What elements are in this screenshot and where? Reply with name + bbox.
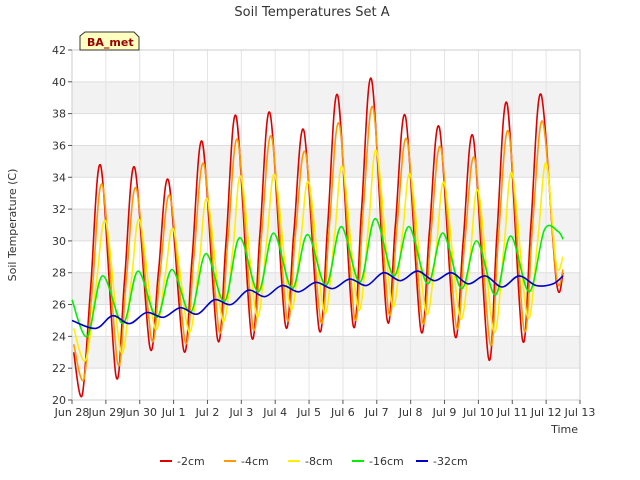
y-tick-label: 42	[52, 44, 66, 57]
legend-label: -2cm	[177, 455, 205, 468]
plot-band	[72, 209, 580, 241]
series-line-32cmcm	[71, 270, 564, 330]
y-tick-label: 34	[52, 171, 66, 184]
x-tick-label: Jul 6	[330, 406, 355, 419]
series-line-16cmcm	[71, 217, 564, 338]
x-tick-label: Jun 29	[88, 406, 124, 419]
legend: -2cm -4cm -8cm -16cm -32cm	[160, 455, 468, 468]
x-tick-label: Jul 10	[462, 406, 494, 419]
y-tick-label: 28	[52, 267, 66, 280]
x-tick-label: Jul 9	[432, 406, 457, 419]
x-tick-label: Jul 7	[364, 406, 389, 419]
x-tick-label: Jul 4	[262, 406, 287, 419]
x-axis-ticks: Jun 28 Jun 29 Jun 30 Jul 1 Jul 2 Jul 3 Jul 4 Ju…	[54, 400, 596, 419]
legend-label: -4cm	[241, 455, 269, 468]
chart-title: Soil Temperatures Set A	[234, 5, 389, 20]
plot-area-frame	[71, 49, 581, 401]
y-axis-ticks: 20 22 24 26 28 30 32 34 36 38 40 42	[52, 44, 72, 407]
x-tick-label: Jul 12	[530, 406, 562, 419]
plot-background-bands	[72, 50, 580, 400]
legend-label: -16cm	[369, 455, 404, 468]
plot-band	[72, 145, 580, 178]
legend-label: -32cm	[433, 455, 468, 468]
plot-band	[72, 368, 580, 400]
plot-band	[72, 113, 580, 146]
y-tick-label: 20	[52, 394, 66, 407]
series-line-4cmcm	[72, 105, 564, 382]
x-tick-label: Jul 5	[296, 406, 321, 419]
y-tick-label: 32	[52, 203, 66, 216]
y-tick-label: 24	[52, 330, 66, 343]
site-badge: BA_met	[79, 31, 140, 51]
legend-label: -8cm	[305, 455, 333, 468]
x-axis-label: Time	[550, 423, 578, 436]
x-tick-label: Jul 13	[564, 406, 596, 419]
y-axis-label: Soil Temperature (C)	[6, 169, 19, 282]
y-tick-label: 38	[52, 108, 66, 121]
x-tick-label: Jun 28	[54, 406, 90, 419]
y-tick-label: 30	[52, 235, 66, 248]
site-badge-shape	[79, 31, 140, 51]
x-tick-label: Jul 8	[398, 406, 423, 419]
series-lines	[71, 77, 564, 398]
plot-band	[72, 336, 580, 369]
y-tick-label: 40	[52, 76, 66, 89]
series-line-8cmcm	[72, 149, 564, 362]
plot-band	[72, 177, 580, 210]
x-tick-label: Jun 30	[121, 406, 157, 419]
x-tick-label: Jul 11	[496, 406, 528, 419]
site-badge-label: BA_met	[87, 36, 134, 49]
x-tick-label: Jul 3	[228, 406, 253, 419]
y-tick-label: 36	[52, 139, 66, 152]
y-tick-label: 22	[52, 362, 66, 375]
y-tick-label: 26	[52, 299, 66, 312]
x-tick-label: Jul 1	[161, 406, 186, 419]
x-tick-label: Jul 2	[195, 406, 220, 419]
plot-band	[72, 81, 580, 114]
plot-band	[72, 50, 580, 82]
